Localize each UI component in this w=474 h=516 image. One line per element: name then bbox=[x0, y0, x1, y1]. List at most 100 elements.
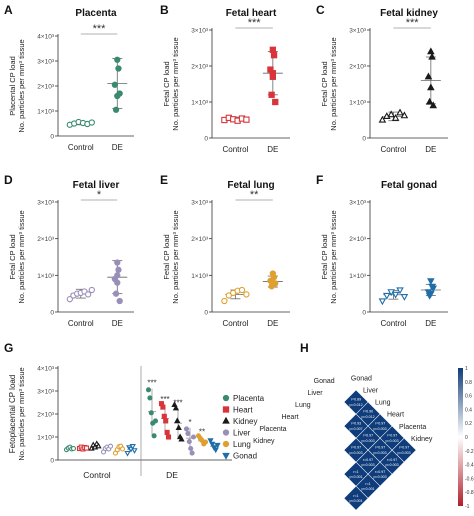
significance-label: *** bbox=[147, 379, 156, 388]
significance-label: *** bbox=[248, 17, 262, 29]
data-point bbox=[183, 426, 190, 432]
y-axis-title: Fetal CP load bbox=[320, 234, 329, 279]
legend-marker bbox=[222, 416, 230, 424]
data-point bbox=[147, 395, 153, 401]
panel-title: Fetal heart bbox=[226, 8, 277, 19]
colorbar: 1 0.8 0.6 0.4 0.2 0 -0.2 -0.4 -0.6 -0.8 -1 bbox=[458, 366, 474, 510]
data-point bbox=[152, 418, 159, 424]
cell-p: p<0.001 bbox=[349, 499, 362, 503]
y-tick-label: 1×10³ bbox=[191, 100, 209, 107]
y-tick-label: 0 bbox=[204, 310, 208, 317]
row-label: Placenta bbox=[259, 426, 286, 433]
data-point bbox=[175, 424, 182, 430]
data-point bbox=[269, 46, 276, 53]
data-point bbox=[400, 293, 409, 301]
panel-b: 0 1×10³ 2×10³ 3×10³ Fetal heart Fetal CP load… bbox=[162, 8, 290, 154]
cell-p: p=0.012 bbox=[349, 403, 362, 407]
x-tick-label: DE bbox=[166, 470, 178, 480]
y-axis-subtitle: No. particles per mm³ tissue bbox=[17, 367, 26, 460]
y-tick-label: 4×10³ bbox=[37, 34, 55, 41]
colorbar-tick-label: 1 bbox=[465, 366, 468, 372]
panel-letter-f: F bbox=[316, 173, 323, 187]
data-point bbox=[111, 81, 119, 88]
cell-r: r=0.97 bbox=[351, 446, 361, 450]
colorbar-tick-label: 0.4 bbox=[465, 407, 472, 413]
cell-p: p=0.003 bbox=[361, 463, 374, 467]
data-point bbox=[383, 292, 391, 300]
panel-letter-g: G bbox=[4, 341, 13, 355]
data-point bbox=[378, 298, 387, 306]
x-tick-label: Control bbox=[68, 143, 94, 152]
y-tick-label: 1×10³ bbox=[37, 273, 55, 280]
y-axis-title: Fetal CP load bbox=[8, 234, 17, 279]
series-control bbox=[66, 118, 95, 128]
data-point bbox=[396, 287, 404, 295]
colorbar-tick-label: -0.4 bbox=[465, 463, 474, 469]
data-point bbox=[188, 445, 194, 452]
y-tick-label: 0 bbox=[50, 310, 54, 317]
cell-p: p=0.003 bbox=[374, 427, 387, 431]
y-tick-label: 0 bbox=[362, 136, 366, 143]
data-point bbox=[178, 435, 185, 442]
y-tick-label: 3×10³ bbox=[37, 59, 55, 66]
data-point bbox=[209, 441, 216, 448]
x-tick-label: DE bbox=[112, 319, 123, 328]
cell-p: p=0.012 bbox=[361, 415, 374, 419]
data-point bbox=[427, 278, 435, 286]
row-label: Gonad bbox=[314, 378, 335, 385]
y-tick-label: 3×10³ bbox=[191, 200, 209, 207]
row-label: Liver bbox=[307, 390, 323, 397]
y-tick-label: 0 bbox=[50, 134, 54, 141]
heatmap-cell: r=1p<0.001 bbox=[343, 485, 369, 511]
x-tick-label: Control bbox=[381, 319, 407, 328]
data-point bbox=[214, 442, 221, 449]
series-de bbox=[420, 278, 441, 300]
data-point bbox=[202, 439, 209, 445]
data-point bbox=[129, 444, 136, 450]
cell-r: r=0.89 bbox=[351, 398, 361, 402]
data-point bbox=[425, 97, 434, 105]
x-tick-label: Control bbox=[83, 470, 111, 480]
data-point bbox=[114, 272, 121, 279]
panel-letter-a: A bbox=[4, 3, 13, 17]
significance-label: *** bbox=[93, 23, 107, 35]
data-point bbox=[268, 91, 275, 98]
cell-p: p=0.003 bbox=[361, 439, 374, 443]
data-point bbox=[115, 266, 122, 273]
cell-p: p=0.003 bbox=[374, 475, 387, 479]
data-point bbox=[427, 83, 435, 91]
panel-f: 0 1×10³ 2×10³ 3×10³ Fetal gonad Fetal CP load… bbox=[320, 180, 448, 328]
series-gonad bbox=[124, 438, 221, 457]
y-axis-subtitle: No. particles per mm³ tissue bbox=[171, 37, 180, 130]
y-tick-label: 1×10³ bbox=[349, 100, 367, 107]
data-point bbox=[427, 47, 435, 55]
series-de bbox=[420, 47, 441, 109]
significance-label: * bbox=[188, 418, 191, 427]
data-point bbox=[185, 430, 191, 437]
data-point bbox=[131, 448, 138, 454]
y-tick-label: 3×10³ bbox=[349, 28, 367, 35]
series-de bbox=[262, 46, 283, 106]
y-tick-label: 3×10³ bbox=[37, 200, 55, 207]
significance-label: ** bbox=[250, 189, 259, 201]
colorbar-tick-label: -1 bbox=[465, 504, 470, 510]
legend-label: Kidney bbox=[233, 417, 257, 426]
data-point bbox=[148, 410, 154, 416]
cell-r: r=1 bbox=[353, 470, 358, 474]
data-point bbox=[84, 291, 92, 298]
legend-label: Lung bbox=[233, 440, 251, 449]
panel-letter-d: D bbox=[4, 173, 13, 187]
cell-p: p=0.003 bbox=[398, 451, 411, 455]
significance-label: *** bbox=[173, 398, 182, 407]
series-liver: * bbox=[100, 418, 197, 456]
cell-r: r=0.97 bbox=[399, 446, 409, 450]
x-tick-label: Control bbox=[381, 145, 407, 154]
data-point bbox=[190, 434, 197, 440]
panel-a: 0 1×10³ 2×10³ 3×10³ 4×10³ Placenta Placental C… bbox=[8, 8, 134, 152]
x-tick-label: Control bbox=[223, 145, 249, 154]
colorbar-tick-label: 0.2 bbox=[465, 421, 472, 427]
data-point bbox=[112, 290, 120, 297]
y-tick-label: 2×10³ bbox=[191, 236, 209, 243]
significance-label: *** bbox=[160, 395, 169, 404]
cell-r: r=0.93 bbox=[351, 422, 361, 426]
